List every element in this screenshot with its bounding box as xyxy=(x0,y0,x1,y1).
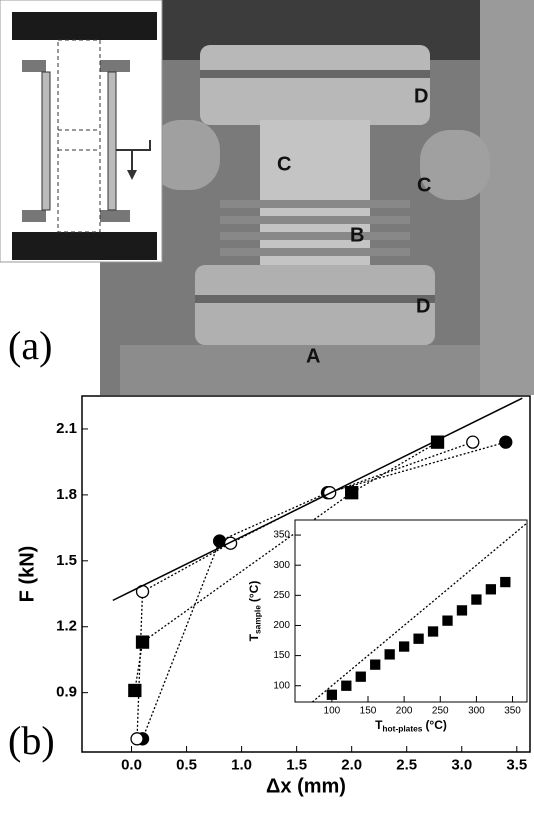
x-tick-label: 1.0 xyxy=(231,756,252,773)
panel-label: (b) xyxy=(8,718,55,763)
marker xyxy=(223,536,238,550)
x-tick-label: 3.0 xyxy=(451,756,472,773)
schematic xyxy=(0,0,163,263)
label-unit: (°C) xyxy=(425,718,446,732)
photo-label: D xyxy=(414,85,428,107)
photo-label: B xyxy=(350,224,364,246)
label-sub: hot-plates xyxy=(382,724,422,734)
label-main: T xyxy=(247,633,261,641)
x-tick-label: 300 xyxy=(468,706,485,717)
marker xyxy=(427,626,439,637)
plot-area xyxy=(311,522,527,702)
plots: 0.0 0.5 1.0 1.5 2.0 2.5 3.0 3.5 0.9 1.2 1.5 1.8 2.1 Δ… xyxy=(16,395,531,797)
x-tick-label: 350 xyxy=(504,706,521,717)
y-tick-label: 350 xyxy=(273,530,290,541)
marker xyxy=(456,605,468,616)
marker xyxy=(128,683,142,698)
marker xyxy=(370,659,381,670)
photo-label: C xyxy=(417,174,431,196)
x-tick-label: 150 xyxy=(360,706,377,717)
series-line xyxy=(134,441,438,691)
marker xyxy=(471,594,482,605)
x-tick-label: 250 xyxy=(432,706,449,717)
series-line xyxy=(311,522,527,702)
panel-label: (a) xyxy=(8,323,52,368)
y-tick-label: 1.5 xyxy=(56,552,77,569)
marker xyxy=(355,671,366,682)
axis-label: F (kN) xyxy=(16,546,38,603)
marker xyxy=(135,635,150,649)
y-tick-label: 1.8 xyxy=(56,486,77,503)
axis-label: Thot-plates (°C) xyxy=(375,718,447,734)
x-tick-label: 2.0 xyxy=(341,756,362,773)
axis-label: Tsample (°C) xyxy=(247,581,263,642)
x-tick-label: 3.5 xyxy=(506,756,527,773)
series-line xyxy=(136,441,473,739)
y-tick-label: 1.2 xyxy=(56,618,77,635)
photo-label: D xyxy=(416,295,430,317)
x-tick-label: 200 xyxy=(396,706,413,717)
marker xyxy=(466,435,480,449)
y-tick-label: 0.9 xyxy=(56,684,77,701)
marker xyxy=(499,435,513,449)
axis-label: Δx (mm) xyxy=(266,775,346,797)
x-tick-label: 0.0 xyxy=(121,756,142,773)
series-line xyxy=(112,397,523,602)
y-tick-label: 200 xyxy=(273,620,290,631)
marker xyxy=(413,633,424,644)
label-main: T xyxy=(375,718,383,732)
y-tick-label: 150 xyxy=(273,650,290,661)
x-tick-label: 100 xyxy=(324,706,341,717)
photo-label: A xyxy=(306,345,320,367)
marker xyxy=(442,615,453,626)
marker xyxy=(130,732,144,746)
marker xyxy=(345,486,359,500)
y-tick-label: 100 xyxy=(273,680,290,691)
photo: D C C B D A xyxy=(100,0,534,395)
x-tick-label: 1.5 xyxy=(286,756,307,773)
y-tick-label: 250 xyxy=(273,590,290,601)
x-tick-label: 2.5 xyxy=(396,756,417,773)
marker xyxy=(326,689,338,700)
marker xyxy=(384,649,395,660)
plot-frame xyxy=(294,519,528,703)
marker xyxy=(485,584,497,595)
label-unit: (°C) xyxy=(247,581,261,602)
marker xyxy=(341,680,352,691)
y-tick-label: 2.1 xyxy=(56,420,77,437)
label-sub: sample xyxy=(253,605,263,634)
x-tick-label: 0.5 xyxy=(176,756,197,773)
marker xyxy=(398,641,410,652)
plot-area xyxy=(112,397,523,746)
y-tick-label: 300 xyxy=(273,560,290,571)
marker xyxy=(500,576,511,588)
photo-label: C xyxy=(277,153,291,175)
